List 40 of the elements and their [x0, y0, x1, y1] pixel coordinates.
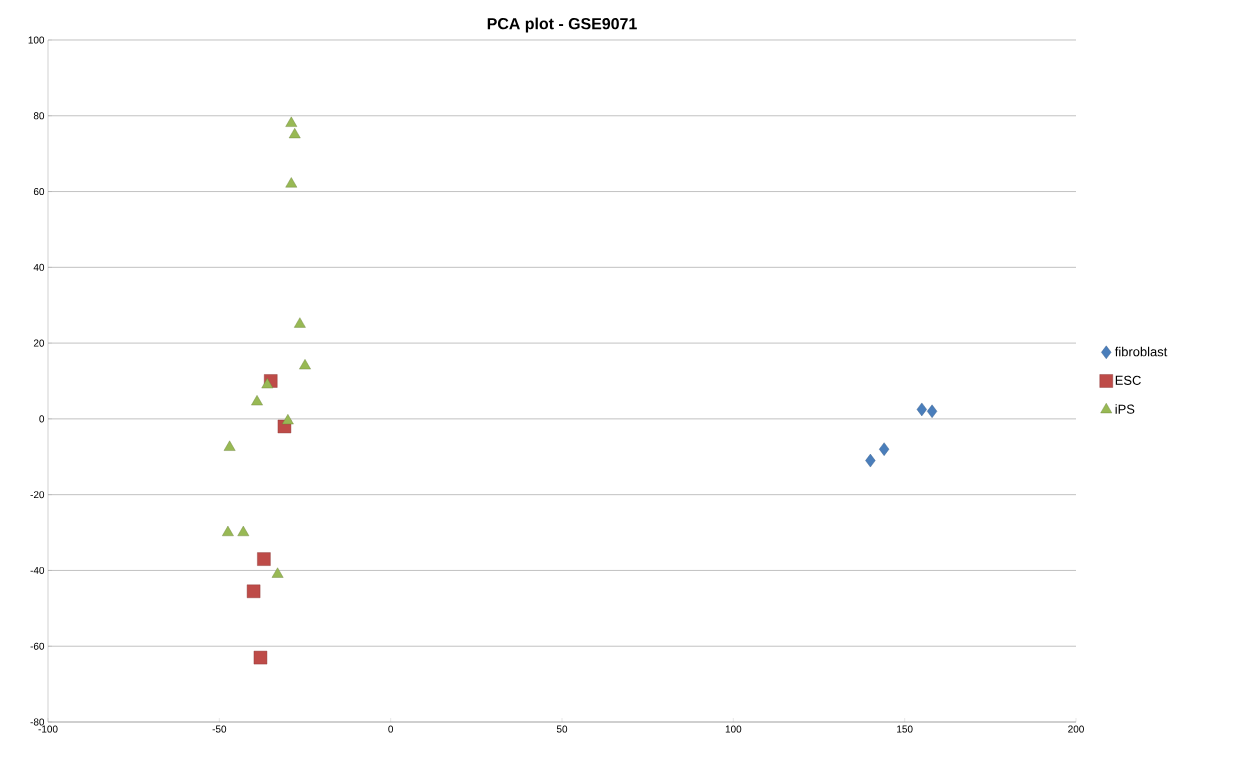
- y-tick-label: 0: [39, 415, 45, 423]
- point: [879, 442, 890, 456]
- point: [299, 359, 311, 370]
- y-tick-label: 80: [33, 112, 45, 120]
- x-tick-label: 200: [1068, 725, 1084, 733]
- point: [251, 395, 263, 406]
- legend-label: fibroblast: [1114, 346, 1168, 357]
- y-tick-label: 20: [33, 339, 45, 347]
- point: [246, 584, 261, 598]
- point: [927, 404, 938, 419]
- chart-title: PCA plot - GSE9071: [487, 17, 637, 33]
- y-tick-label: 100: [28, 36, 45, 44]
- point: [288, 128, 301, 139]
- point: [294, 317, 306, 328]
- y-tick-label: -20: [30, 491, 45, 499]
- x-tick-label: -50: [212, 725, 227, 733]
- point: [282, 414, 294, 425]
- x-tick-label: 150: [897, 725, 913, 733]
- point: [237, 525, 250, 536]
- point: [916, 402, 927, 417]
- x-tick-label: 100: [725, 725, 742, 733]
- point: [865, 453, 876, 468]
- legend-label: ESC: [1115, 375, 1141, 385]
- point: [271, 567, 284, 578]
- point: [261, 378, 274, 389]
- x-tick-label: 0: [388, 725, 394, 733]
- x-tick-label: 50: [556, 725, 568, 733]
- point: [285, 177, 298, 188]
- point: [257, 552, 271, 566]
- x-tick-label: -100: [38, 725, 58, 733]
- point: [253, 650, 268, 665]
- y-tick-label: 40: [33, 263, 45, 271]
- y-tick-label: -60: [30, 642, 45, 650]
- y-tick-label: -80: [30, 718, 45, 726]
- y-tick-label: -40: [30, 566, 45, 574]
- point: [285, 116, 298, 127]
- legend-label: iPS: [1115, 404, 1135, 414]
- point: [222, 525, 234, 536]
- point: [223, 440, 236, 451]
- y-tick-label: 60: [33, 188, 45, 196]
